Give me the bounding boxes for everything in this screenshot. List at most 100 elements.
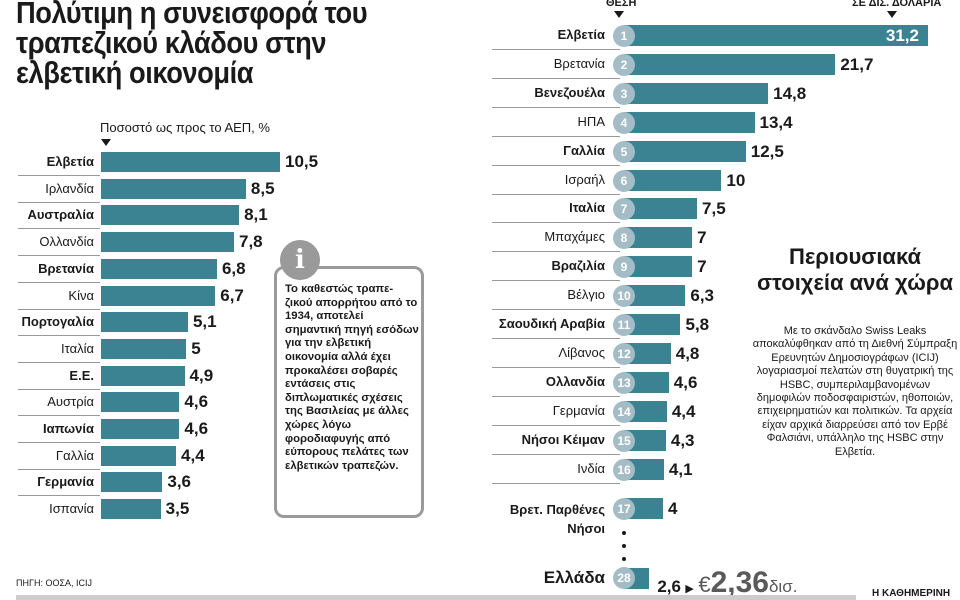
greece-label: Ελλάδα xyxy=(543,568,605,587)
rank-badge: 2 xyxy=(613,53,635,76)
category-label: Λίβανος xyxy=(558,344,605,360)
category-label: ΗΠΑ xyxy=(577,113,605,129)
bar xyxy=(624,256,693,278)
greece-value: 2,6 xyxy=(657,577,681,596)
category-label: Νήσοι Κέιμαν xyxy=(521,431,605,447)
rank-badge: 14 xyxy=(613,400,635,423)
value-pointer-icon xyxy=(887,11,897,18)
rank-badge: 8 xyxy=(613,227,635,250)
category-label: Μπαχάμες xyxy=(544,229,605,245)
category-label: Ισραήλ xyxy=(564,171,605,187)
category-label: Ολλανδία xyxy=(545,373,605,389)
category-label: Ελβετία xyxy=(557,27,605,42)
category-label: Ιταλία xyxy=(61,340,94,356)
row-divider xyxy=(492,395,620,397)
category-label: Ισπανία xyxy=(49,501,94,517)
bar xyxy=(101,392,180,413)
source-note: ΠΗΓΗ: ΟΟΣΑ, ICIJ xyxy=(16,578,93,588)
category-label: Ινδία xyxy=(577,460,605,476)
category-label: Βρετανία xyxy=(38,260,94,276)
value-label: 7,5 xyxy=(702,199,726,219)
row-divider xyxy=(18,228,100,230)
category-label: Βραζιλία xyxy=(551,258,605,274)
bar xyxy=(101,178,246,199)
rank-badge: 12 xyxy=(613,342,635,365)
value-header: ΣΕ ΔΙΣ. ΔΟΛΑΡΙΑ xyxy=(852,0,942,9)
value-label: 4,8 xyxy=(675,343,700,363)
category-label: Ελβετία xyxy=(46,154,94,169)
category-label: Ιταλία xyxy=(569,200,605,216)
row-divider xyxy=(492,222,620,224)
rank-pointer-icon xyxy=(614,11,624,18)
bar xyxy=(624,227,693,249)
bar xyxy=(624,342,671,364)
row-divider xyxy=(492,453,620,455)
bar xyxy=(624,140,746,162)
value-label: 14,8 xyxy=(773,83,807,103)
bar xyxy=(101,232,234,253)
row-divider xyxy=(18,308,100,310)
right-section-title: Περιουσιακά στοιχεία ανά χώρα xyxy=(757,244,953,295)
value-label: 13,4 xyxy=(759,112,793,132)
category-label: Ιρλανδία xyxy=(45,180,94,196)
row-divider xyxy=(18,442,100,443)
bar xyxy=(624,400,667,422)
row-divider xyxy=(492,424,620,426)
bar xyxy=(624,53,836,75)
rank-badge: 5 xyxy=(613,140,635,163)
bar xyxy=(101,445,177,466)
bar xyxy=(624,371,669,393)
value-label: 4,6 xyxy=(184,392,209,412)
value-label: 6,8 xyxy=(221,258,246,278)
bar xyxy=(624,169,722,191)
value-label: 31,2 xyxy=(885,26,919,45)
row-divider xyxy=(492,106,620,108)
bar xyxy=(101,285,216,306)
rank-badge: 15 xyxy=(613,429,635,452)
category-label: Αυστραλία xyxy=(27,207,94,223)
bar xyxy=(101,258,217,279)
value-label: 10,5 xyxy=(285,152,319,171)
greece-euro-value: 2,36 xyxy=(710,566,769,599)
row-divider xyxy=(492,164,620,166)
info-text: Το καθεστώς τραπε-ζικού απορρήτου από το… xyxy=(285,283,419,472)
value-label: 4,6 xyxy=(673,372,698,392)
value-label: 6,3 xyxy=(690,286,714,306)
euro-symbol: € xyxy=(698,572,711,597)
rank-badge: 11 xyxy=(613,314,635,336)
row-divider xyxy=(492,280,620,282)
row-divider xyxy=(18,388,100,390)
row-divider xyxy=(492,135,620,137)
row-divider xyxy=(18,361,100,363)
greece-rank-badge: 28 xyxy=(613,567,635,589)
category-label: Γαλλία xyxy=(563,142,605,158)
category-label: Σαουδική Αραβία xyxy=(498,316,605,331)
right-section-text: Με το σκάνδαλο Swiss Leaks αποκαλύφθηκαν… xyxy=(752,325,958,458)
value-label: 8,5 xyxy=(250,178,275,198)
bar xyxy=(101,312,188,333)
value-label: 4,4 xyxy=(671,401,696,421)
left-chart-axis-label: Ποσοστό ως προς το ΑΕΠ, % xyxy=(100,120,270,135)
bar xyxy=(624,285,686,307)
bar xyxy=(101,205,240,226)
value-label: 4,6 xyxy=(184,419,209,438)
ellipsis-dot xyxy=(622,544,626,548)
value-label: 3,6 xyxy=(167,472,192,492)
value-label: 5,8 xyxy=(685,315,710,334)
category-label: Βενεζουέλα xyxy=(534,84,605,100)
bar xyxy=(624,82,769,104)
value-label: 7 xyxy=(697,228,707,248)
category-label: Αυστρία xyxy=(47,394,94,410)
row-divider xyxy=(492,366,620,368)
bar xyxy=(101,472,163,493)
value-label: 12,5 xyxy=(750,141,784,161)
bar xyxy=(624,314,681,335)
value-label: 5 xyxy=(191,338,201,358)
value-label: 4 xyxy=(667,499,678,518)
bar xyxy=(101,419,180,439)
category-label: Ολλανδία xyxy=(39,234,94,250)
value-label: 4,4 xyxy=(181,445,205,465)
rank-badge: 1 xyxy=(613,25,635,47)
rank-badge: 17 xyxy=(613,498,635,520)
info-icon: i xyxy=(280,240,320,280)
